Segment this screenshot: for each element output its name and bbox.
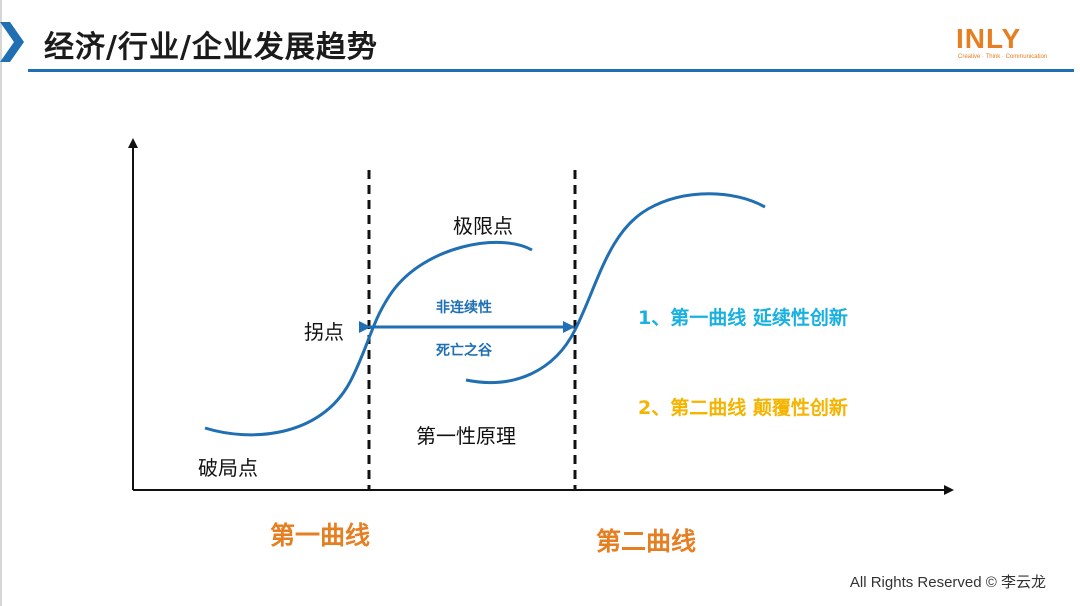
legend-item-second: 2、第二曲线 颠覆性创新 — [638, 397, 848, 419]
header-rule — [28, 69, 1074, 72]
header-chevron-icon — [0, 22, 24, 62]
second-curve — [465, 192, 766, 385]
first-curve — [204, 240, 533, 437]
inly-logo: INLY Creative · Think · Communication — [956, 23, 1047, 62]
inflection-point-label: 拐点 — [304, 320, 344, 344]
discontinuity-label: 非连续性 — [436, 300, 492, 316]
legend-item-first: 1、第一曲线 延续性创新 — [638, 307, 848, 329]
valley-of-death-label: 死亡之谷 — [436, 343, 492, 359]
break-point-label: 破局点 — [198, 456, 258, 480]
page-title: 经济/行业/企业发展趋势 — [44, 30, 378, 65]
second-curve-label: 第二曲线 — [596, 527, 697, 556]
first-principle-label: 第一性原理 — [416, 424, 516, 448]
limit-point-label: 极限点 — [453, 214, 513, 238]
copyright-footer: All Rights Reserved © 李云龙 — [849, 574, 1046, 591]
first-curve-label: 第一曲线 — [270, 521, 371, 550]
logo-tagline: Creative · Think · Communication — [958, 54, 1048, 60]
logo-text: INLY — [956, 23, 1022, 54]
left-edge-line — [0, 0, 2, 606]
